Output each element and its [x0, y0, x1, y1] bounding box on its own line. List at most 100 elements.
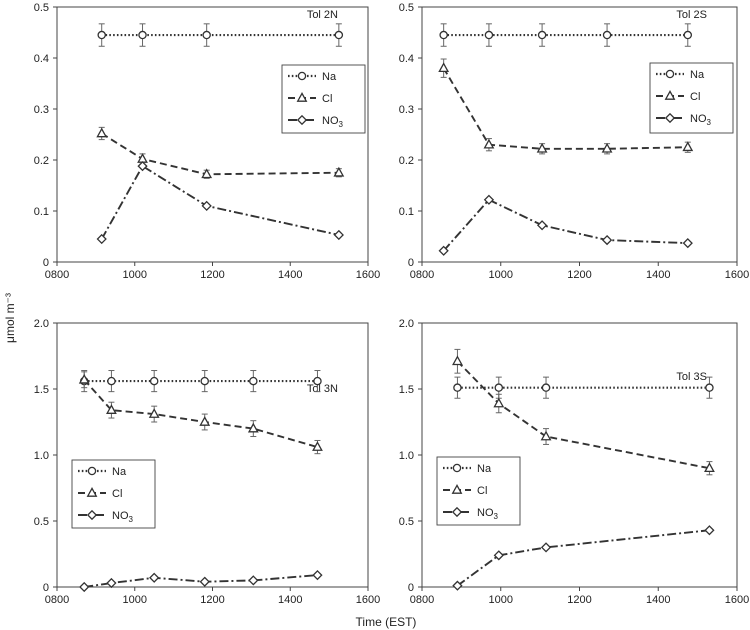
x-tick-label: 1200: [200, 594, 224, 606]
legend: Na Cl NO3: [71, 459, 156, 529]
data-point: [247, 422, 259, 433]
x-tick-label: 1400: [646, 269, 670, 281]
y-tick-label: 0.5: [34, 516, 49, 528]
y-tick-label: 1.0: [399, 450, 414, 462]
y-tick-label: 0.1: [399, 206, 414, 218]
data-point: [96, 233, 107, 245]
data-point: [96, 127, 108, 138]
series-na: [453, 376, 714, 399]
legend-subscript: 3: [339, 120, 344, 129]
x-tick-label: 1600: [356, 269, 380, 281]
plot-frame: [421, 6, 738, 263]
y-tick-label: 1.5: [34, 384, 49, 396]
series-no3: [79, 570, 323, 593]
series-cl: [78, 371, 323, 455]
panel-title: Tol 3S: [676, 371, 707, 383]
legend-label: NO3: [690, 113, 712, 127]
data-point: [438, 62, 450, 73]
series-line: [456, 360, 710, 470]
x-tick-label: 1600: [725, 269, 749, 281]
data-point: [149, 376, 159, 386]
data-point: [79, 581, 90, 593]
data-point: [312, 441, 323, 451]
x-tick-label: 0800: [45, 594, 69, 606]
series-cl: [96, 126, 345, 179]
series-na: [79, 370, 322, 393]
x-tick-label: 0800: [410, 269, 434, 281]
data-point: [106, 577, 117, 589]
legend-label: Cl: [477, 485, 487, 497]
y-axis-title: μmol m⁻³: [3, 293, 17, 343]
series-line: [101, 132, 339, 176]
y-tick-label: 0.3: [34, 104, 49, 116]
x-tick-label: 1400: [278, 594, 302, 606]
legend-label: NO3: [477, 507, 499, 521]
data-point: [493, 550, 504, 561]
y-tick-label: 0: [408, 257, 414, 269]
y-tick-label: 0.3: [399, 104, 414, 116]
series-no3: [452, 525, 715, 591]
data-point: [493, 397, 505, 408]
legend-item-no3: NO3: [656, 112, 712, 127]
legend-marker: [86, 509, 98, 521]
legend-item-cl: Cl: [288, 92, 332, 105]
x-axis-title: Time (EST): [356, 615, 417, 629]
data-point: [200, 376, 209, 386]
x-tick-label: 1200: [567, 594, 591, 606]
legend-label: Cl: [690, 91, 700, 103]
data-point: [484, 30, 494, 40]
series-na: [439, 23, 693, 47]
data-point: [704, 525, 715, 536]
data-point: [137, 161, 148, 172]
y-tick-label: 0: [43, 582, 49, 594]
legend-item-na: Na: [443, 463, 492, 475]
data-point: [248, 575, 259, 586]
data-point: [683, 30, 693, 40]
legend-marker: [296, 92, 308, 102]
legend: Na Cl NO3: [649, 62, 734, 134]
legend-marker: [451, 484, 463, 494]
series-line: [100, 164, 340, 240]
y-tick-label: 0.4: [399, 53, 414, 65]
data-point: [438, 245, 449, 256]
legend-item-na: Na: [656, 69, 705, 81]
legend-marker: [664, 112, 676, 124]
data-point: [483, 138, 495, 149]
data-point: [333, 229, 344, 241]
y-tick-label: 0.2: [399, 155, 414, 167]
chart-panel-3: 0800 1000 1200 1400 1600 0 0.5 1.0 1.5 2.0 Tol 3N N…: [34, 318, 381, 606]
data-point: [333, 166, 345, 177]
y-tick-label: 0: [408, 582, 414, 594]
data-point: [536, 220, 548, 231]
legend-label: Na: [690, 69, 705, 81]
x-tick-label: 0800: [45, 269, 69, 281]
data-point: [199, 576, 210, 587]
data-point: [106, 404, 117, 414]
data-point: [541, 383, 551, 392]
series-no3: [438, 194, 693, 256]
data-point: [537, 30, 547, 40]
panel-title: Tol 3N: [307, 383, 338, 395]
series-no3: [96, 161, 344, 245]
data-point: [494, 383, 504, 392]
legend-marker: [297, 71, 307, 81]
legend-marker: [665, 69, 675, 79]
series-cl: [452, 348, 715, 476]
legend-marker: [664, 90, 676, 100]
x-tick-label: 1200: [567, 269, 591, 281]
data-point: [601, 142, 613, 153]
data-point: [202, 30, 211, 40]
legend-label: NO3: [112, 510, 134, 524]
data-point: [483, 194, 495, 205]
legend-item-cl: Cl: [78, 487, 122, 500]
data-point: [536, 142, 548, 153]
data-point: [439, 30, 448, 40]
x-tick-label: 1000: [489, 594, 513, 606]
data-point: [334, 30, 344, 40]
x-tick-label: 1600: [356, 594, 380, 606]
legend-subscript: 3: [707, 118, 712, 127]
legend-label: Cl: [322, 93, 332, 105]
data-point: [601, 234, 613, 246]
data-point: [201, 200, 212, 212]
legend-marker: [87, 466, 97, 476]
